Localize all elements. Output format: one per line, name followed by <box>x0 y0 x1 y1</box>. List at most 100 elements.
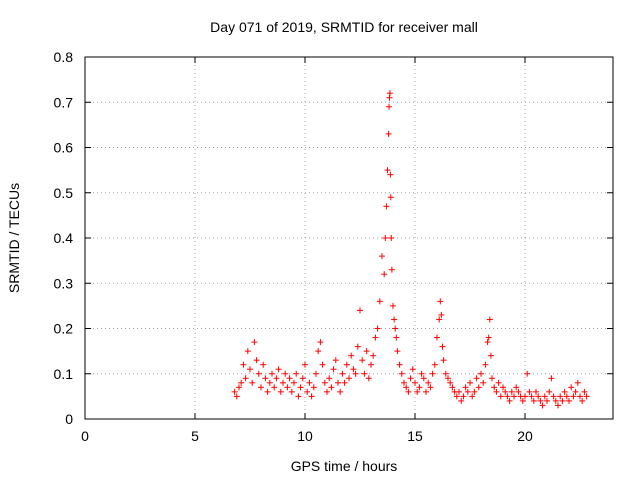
y-axis-label: SRMTID / TECUs <box>6 183 22 293</box>
data-point <box>262 375 269 382</box>
data-point <box>284 384 291 391</box>
data-point <box>346 375 352 382</box>
data-point <box>387 194 394 201</box>
data-point <box>480 379 487 386</box>
data-point <box>568 384 575 391</box>
data-point <box>330 366 337 373</box>
data-point <box>429 370 436 377</box>
data-point <box>368 361 374 368</box>
data-point <box>240 361 247 368</box>
data-point <box>359 357 366 364</box>
data-point <box>310 384 317 391</box>
data-point <box>277 388 284 395</box>
data-point <box>497 393 504 400</box>
data-point <box>462 384 469 391</box>
data-point <box>337 388 344 395</box>
data-point <box>401 379 407 386</box>
x-axis-label: GPS time / hours <box>291 458 398 474</box>
data-point <box>280 379 286 386</box>
data-point <box>363 348 370 355</box>
y-tick-label: 0.7 <box>54 94 74 110</box>
data-point <box>550 393 557 400</box>
data-point <box>409 366 416 373</box>
data-point <box>304 388 311 395</box>
data-point <box>471 388 478 395</box>
y-tick-label: 0.6 <box>54 140 74 156</box>
data-point <box>489 375 495 382</box>
x-tick-label: 5 <box>191 428 199 444</box>
y-tick-label: 0.5 <box>54 185 74 201</box>
data-point <box>326 375 333 382</box>
data-point <box>447 379 454 386</box>
data-point <box>260 361 267 368</box>
data-point <box>504 393 511 400</box>
data-point <box>249 379 256 386</box>
data-point <box>288 388 295 395</box>
data-point <box>486 316 493 323</box>
data-point <box>319 361 326 368</box>
data-point <box>343 361 350 368</box>
data-point <box>530 397 537 404</box>
data-point <box>438 311 445 318</box>
data-point <box>513 384 520 391</box>
data-point <box>561 388 568 395</box>
data-point <box>442 370 449 377</box>
data-point <box>390 302 396 309</box>
data-point <box>557 393 564 400</box>
data-point <box>544 397 550 404</box>
data-point <box>328 384 335 391</box>
data-point <box>460 393 467 400</box>
data-point <box>253 357 260 364</box>
data-point <box>302 361 308 368</box>
data-point <box>242 375 249 382</box>
data-point <box>453 393 460 400</box>
data-point <box>386 90 393 97</box>
data-point <box>403 384 410 391</box>
data-point <box>372 334 379 341</box>
data-point <box>526 388 533 395</box>
y-tick-label: 0.4 <box>54 230 74 246</box>
data-point <box>537 397 544 404</box>
data-point <box>297 384 304 391</box>
data-point <box>295 393 302 400</box>
tick-labels: 0 5 10 15 20 0 0.1 0.2 0.3 0.4 0.5 0.6 0.7 0.8 <box>54 49 533 444</box>
data-point <box>317 339 324 346</box>
data-point <box>247 366 253 373</box>
y-tick-label: 0.1 <box>54 366 74 382</box>
data-point <box>469 393 476 400</box>
data-point <box>533 388 539 395</box>
data-point <box>535 393 542 400</box>
chart-title: Day 071 of 2019, SRMTID for receiver mal… <box>210 19 478 35</box>
data-point <box>405 388 412 395</box>
data-point <box>236 384 242 391</box>
data-point <box>555 402 561 409</box>
data-point <box>579 397 586 404</box>
data-point <box>508 388 515 395</box>
data-point <box>291 379 297 386</box>
data-point <box>423 388 429 395</box>
data-point <box>506 397 513 404</box>
data-point <box>577 393 583 400</box>
x-tick-label: 10 <box>297 428 313 444</box>
data-point <box>391 316 398 323</box>
data-point <box>398 370 405 377</box>
data-point <box>269 370 275 377</box>
data-point <box>502 388 509 395</box>
data-point <box>385 130 392 137</box>
data-point <box>467 379 473 386</box>
data-point <box>427 384 434 391</box>
data-point <box>574 379 581 386</box>
data-point <box>500 384 506 391</box>
data-point <box>306 379 313 386</box>
data-point <box>524 370 531 377</box>
data-point <box>352 370 359 377</box>
data-point <box>475 384 482 391</box>
data-point <box>381 271 388 278</box>
data-point <box>282 370 289 377</box>
data-point <box>519 397 526 404</box>
data-point <box>407 375 414 382</box>
data-point <box>559 397 566 404</box>
data-point <box>434 334 440 341</box>
data-point <box>273 375 280 382</box>
